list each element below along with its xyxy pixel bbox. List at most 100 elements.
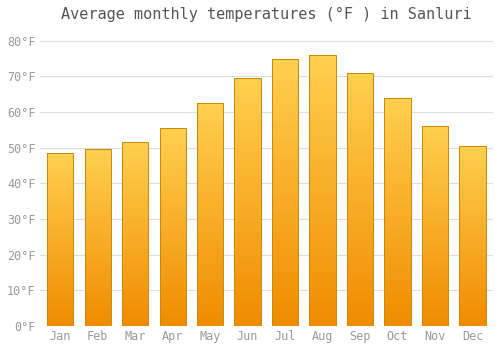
Bar [272,139,298,144]
Bar [422,174,448,178]
Bar [122,183,148,187]
Bar [422,182,448,186]
Bar [384,253,410,258]
Bar [310,293,336,299]
Bar [347,204,373,210]
Bar [197,210,223,215]
Bar [234,212,260,217]
Bar [160,278,186,282]
Bar [272,251,298,257]
Bar [272,235,298,240]
Bar [347,128,373,134]
Bar [310,104,336,109]
Bar [272,214,298,219]
Bar [197,308,223,313]
Bar [422,210,448,214]
Bar [122,234,148,238]
Bar [460,258,485,261]
Bar [460,146,485,326]
Bar [460,308,485,312]
Bar [160,156,186,160]
Bar [272,321,298,326]
Bar [122,168,148,172]
Bar [197,272,223,277]
Bar [160,247,186,251]
Bar [272,224,298,230]
Bar [310,201,336,207]
Bar [160,231,186,235]
Bar [122,308,148,311]
Bar [422,178,448,182]
Bar [310,321,336,326]
Bar [272,240,298,246]
Bar [310,71,336,77]
Bar [47,188,74,191]
Bar [84,259,111,262]
Bar [460,286,485,290]
Bar [160,168,186,172]
Bar [234,108,260,113]
Bar [84,308,111,312]
Bar [347,73,373,78]
Bar [197,134,223,139]
Bar [160,302,186,306]
Bar [160,219,186,223]
Bar [347,159,373,164]
Bar [460,268,485,272]
Bar [347,124,373,128]
Bar [272,64,298,69]
Bar [347,290,373,295]
Bar [384,312,410,317]
Bar [197,215,223,219]
Bar [122,197,148,201]
Bar [122,208,148,212]
Bar [47,177,74,181]
Bar [234,291,260,296]
Bar [272,278,298,283]
Bar [384,317,410,321]
Bar [160,180,186,183]
Bar [234,217,260,222]
Bar [460,218,485,222]
Bar [234,128,260,133]
Bar [272,283,298,288]
Bar [347,255,373,260]
Bar [84,248,111,252]
Bar [310,98,336,104]
Bar [197,290,223,295]
Bar [347,316,373,321]
Bar [384,234,410,239]
Bar [422,294,448,298]
Bar [197,254,223,259]
Bar [422,126,448,130]
Bar [310,66,336,71]
Bar [310,229,336,234]
Bar [384,162,410,166]
Bar [310,82,336,88]
Bar [122,161,148,164]
Bar [122,164,148,168]
Bar [347,174,373,179]
Bar [272,166,298,171]
Bar [160,132,186,136]
Bar [197,130,223,134]
Bar [234,103,260,108]
Bar [272,208,298,214]
Bar [422,226,448,230]
Bar [84,319,111,322]
Bar [197,228,223,232]
Bar [234,172,260,177]
Bar [160,286,186,290]
Bar [422,322,448,326]
Bar [460,164,485,168]
Bar [310,142,336,147]
Bar [122,264,148,267]
Bar [422,274,448,278]
Bar [384,166,410,171]
Bar [197,313,223,317]
Bar [460,319,485,322]
Bar [272,198,298,203]
Bar [234,78,260,83]
Bar [47,305,74,309]
Bar [122,142,148,146]
